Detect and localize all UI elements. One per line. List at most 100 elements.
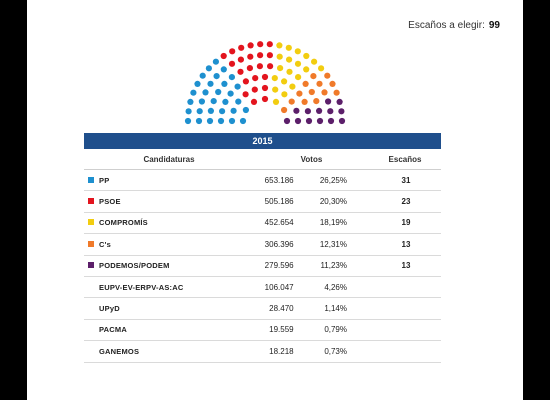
party-cell: EUPV-EV-ERPV-AS:AC — [84, 276, 254, 299]
seat-dot — [261, 73, 269, 81]
percent-cell: 11,23% — [307, 255, 369, 277]
seat-dot — [296, 90, 303, 97]
seat-dot — [283, 117, 291, 125]
seat-dot — [234, 83, 241, 90]
table-row: PODEMOS/PODEM 279.596 11,23% 13 — [84, 255, 441, 277]
seat-dot — [252, 75, 259, 82]
seats-cell: 13 — [369, 233, 441, 256]
seat-dot — [303, 52, 310, 60]
seat-dot — [281, 91, 288, 98]
seat-dot — [310, 73, 317, 80]
seat-dot — [247, 42, 254, 49]
seat-dot — [308, 88, 315, 96]
parliament-hemicycle — [184, 41, 346, 125]
column-header-party: Candidaturas — [84, 149, 254, 170]
party-name: PACMA — [99, 325, 127, 335]
seat-dot — [267, 63, 274, 70]
seats-cell: 19 — [369, 212, 441, 235]
seat-dot — [316, 117, 324, 125]
party-cell: PACMA — [84, 319, 254, 342]
votes-cell: 18.218 — [254, 340, 308, 363]
seat-dot — [281, 106, 288, 114]
seat-dot — [220, 52, 227, 60]
party-color-swatch — [88, 262, 94, 269]
election-year: 2015 — [84, 133, 441, 149]
seat-dot — [311, 58, 318, 65]
seat-dot — [202, 89, 209, 96]
seat-dot — [213, 73, 220, 80]
party-cell: COMPROMÍS — [84, 212, 254, 235]
seat-dot — [303, 66, 310, 73]
seat-dot — [261, 84, 269, 92]
seat-dot — [277, 65, 284, 72]
seats-cell — [369, 340, 441, 363]
seat-dot — [301, 98, 308, 105]
seat-dot — [217, 117, 225, 125]
table-row: UPyD 28.470 1,14% — [84, 297, 441, 320]
seat-dot — [271, 75, 278, 82]
seat-dot — [286, 68, 293, 75]
seats-cell: 23 — [369, 190, 441, 213]
seat-dot — [325, 98, 332, 105]
seat-dot — [228, 60, 236, 67]
seat-dot — [228, 117, 236, 125]
seat-dot — [242, 106, 249, 114]
seat-dot — [321, 89, 328, 96]
party-cell: C's — [84, 233, 254, 256]
seat-dot — [190, 89, 197, 96]
table-row: PACMA 19.559 0,79% — [84, 319, 441, 342]
votes-cell: 452.654 — [254, 212, 308, 235]
seats-cell — [369, 319, 441, 342]
seat-dot — [266, 41, 273, 48]
votes-cell: 28.470 — [254, 297, 308, 320]
seats-to-elect: Escaños a elegir: 99 — [408, 20, 500, 31]
table-row: PP 653.186 26,25% 31 — [84, 169, 441, 192]
percent-cell: 0,79% — [307, 319, 369, 342]
seat-dot — [316, 80, 323, 87]
seat-dot — [222, 98, 229, 105]
votes-cell: 505.186 — [254, 190, 308, 213]
votes-cell: 306.396 — [254, 233, 308, 256]
seat-dot — [288, 98, 295, 105]
seat-dot — [304, 108, 311, 115]
seat-dot — [272, 98, 280, 105]
party-color-swatch — [88, 240, 94, 247]
percent-cell: 1,14% — [307, 297, 369, 320]
party-color-swatch — [88, 219, 94, 226]
seat-dot — [220, 66, 227, 73]
seat-dot — [261, 95, 269, 103]
seat-dot — [246, 65, 253, 72]
percent-cell: 20,30% — [307, 190, 369, 213]
seat-dot — [338, 108, 345, 115]
seat-dot — [238, 44, 245, 51]
seat-dot — [251, 86, 258, 93]
seat-dot — [272, 86, 279, 93]
seat-dot — [210, 98, 217, 105]
seats-cell — [369, 297, 441, 320]
seat-dot — [237, 68, 244, 75]
votes-cell: 106.047 — [254, 276, 308, 299]
results-panel: Escaños a elegir: 99 2015 Candidaturas Vo… — [27, 0, 523, 400]
seat-dot — [247, 53, 254, 60]
seat-dot — [318, 65, 325, 72]
seat-dot — [207, 80, 214, 87]
seat-dot — [187, 98, 194, 105]
table-row: COMPROMÍS 452.654 18,19% 19 — [84, 212, 441, 235]
party-name: PODEMOS/PODEM — [99, 261, 170, 271]
party-name: UPyD — [99, 304, 120, 314]
party-color-swatch — [88, 176, 94, 183]
seat-dot — [195, 117, 203, 125]
seat-dot — [215, 88, 222, 96]
seat-dot — [229, 48, 236, 55]
seat-dot — [221, 80, 228, 87]
party-color-swatch — [88, 284, 94, 290]
party-cell: UPyD — [84, 297, 254, 320]
seat-dot — [194, 80, 201, 87]
seat-dot — [333, 89, 340, 96]
seat-dot — [184, 117, 192, 125]
percent-cell: 12,31% — [307, 233, 369, 256]
party-cell: PODEMOS/PODEM — [84, 255, 254, 277]
party-name: PSOE — [99, 197, 121, 207]
seats-cell: 31 — [369, 169, 441, 192]
table-header: Candidaturas Votos Escaños — [84, 149, 441, 170]
